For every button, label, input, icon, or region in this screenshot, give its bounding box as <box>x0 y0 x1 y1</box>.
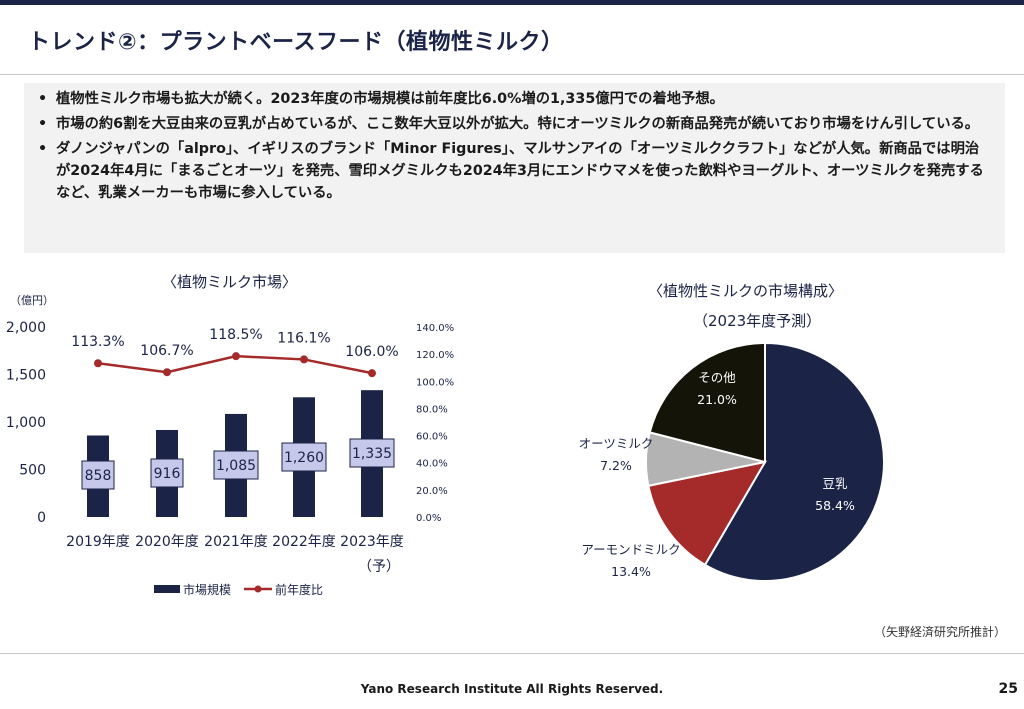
legend-bar-swatch <box>154 585 180 593</box>
y2-tick-label: 60.0% <box>416 432 448 443</box>
bar-label-box <box>81 460 115 490</box>
ratio-point <box>368 369 376 378</box>
legend-line-marker <box>254 585 262 593</box>
ratio-label: 106.0% <box>345 344 398 360</box>
x-tick-label: 2020年度 <box>135 534 199 550</box>
bar-value-label: 1,260 <box>284 450 324 466</box>
y-tick-label: 1,000 <box>6 415 46 431</box>
bar-label-box <box>281 442 327 472</box>
bar-value-label: 1,085 <box>216 458 256 474</box>
y-tick-label: 1,500 <box>6 368 46 384</box>
bar-label-box <box>349 438 395 468</box>
pie-slice-value: 21.0% <box>697 392 737 407</box>
footer-copyright: Yano Research Institute All Rights Reser… <box>360 682 664 696</box>
bar-value-label: 1,335 <box>352 446 392 462</box>
y2-tick-label: 20.0% <box>416 486 448 497</box>
y2-tick-label: 80.0% <box>416 404 448 415</box>
bar-chart-ylabel: （億円） <box>10 294 54 307</box>
ratio-label: 106.7% <box>140 343 193 359</box>
bar-chart-category-note: （予） <box>358 559 400 575</box>
y-tick-label: 0 <box>37 510 46 526</box>
ratio-label: 118.5% <box>209 327 262 343</box>
pie-chart: 豆乳 58.4% アーモンドミルク 13.4% オーツミルク 7.2% その他 21.0% <box>579 341 885 582</box>
legend-line-label: 前年度比 <box>275 582 323 597</box>
y2-tick-label: 140.0% <box>416 323 454 334</box>
pie-slice-label: その他 <box>698 370 736 385</box>
pie-slice-1 <box>647 460 767 567</box>
bar-value-label: 858 <box>85 468 112 484</box>
ratio-label: 113.3% <box>71 334 124 350</box>
ratio-point <box>163 368 171 377</box>
y2-tick-label: 100.0% <box>416 377 454 388</box>
title-divider <box>0 74 1024 75</box>
ratio-point <box>300 355 308 364</box>
bar-label-box <box>150 458 184 488</box>
bar-value-label: 916 <box>154 466 181 482</box>
y2-tick-label: 40.0% <box>416 459 448 470</box>
pie-slice-value: 7.2% <box>600 458 632 473</box>
bar-label-box <box>213 450 259 480</box>
pie-slice-label: オーツミルク <box>579 436 654 451</box>
x-tick-label: 2022年度 <box>272 534 336 550</box>
pie-slice-value: 58.4% <box>815 498 855 513</box>
summary-bullet-1: 植物性ミルク市場も拡大が続く。2023年度の市場規模は前年度比6.0%増の1,3… <box>36 88 991 110</box>
summary-bullet-3: ダノンジャパンの「alpro」、イギリスのブランド「Minor Figures」… <box>36 138 991 204</box>
page-number: 25 <box>998 681 1018 697</box>
pie-chart-title: 〈植物性ミルクの市場構成〉 <box>648 282 844 300</box>
ratio-point <box>94 359 102 368</box>
page-title: トレンド②：プラントベースフード（植物性ミルク） <box>28 30 564 55</box>
top-accent-bar <box>0 0 1024 5</box>
pie-slice-value: 13.4% <box>611 564 651 579</box>
legend-bar-label: 市場規模 <box>183 582 231 597</box>
ratio-label: 116.1% <box>277 330 330 346</box>
x-tick-label: 2019年度 <box>66 534 130 550</box>
y-tick-label: 500 <box>19 463 46 479</box>
pie-slice-label: 豆乳 <box>822 476 847 491</box>
x-tick-label: 2023年度 <box>340 534 404 550</box>
source-note: （矢野経済研究所推計） <box>873 625 1006 639</box>
x-tick-label: 2021年度 <box>204 534 268 550</box>
pie-slice-3 <box>648 341 766 464</box>
pie-slice-0 <box>703 341 885 582</box>
y2-tick-label: 0.0% <box>416 513 441 524</box>
y2-tick-label: 120.0% <box>416 350 454 361</box>
summary-bullet-2: 市場の約6割を大豆由来の豆乳が占めているが、ここ数年大豆以外が拡大。特にオーツミ… <box>36 113 991 135</box>
bar-line-chart: 0 500 1,000 1,500 2,000 0.0% 20.0% 40.0% 60.0% 80… <box>6 320 454 597</box>
y-tick-label: 2,000 <box>6 320 46 336</box>
pie-chart-subtitle: （2023年度予測） <box>693 312 822 330</box>
pie-slice-label: アーモンドミルク <box>581 542 680 557</box>
bar-chart-title: 〈植物ミルク市場〉 <box>162 273 298 291</box>
summary-list: 植物性ミルク市場も拡大が続く。2023年度の市場規模は前年度比6.0%増の1,3… <box>36 88 991 204</box>
ratio-point <box>232 352 240 361</box>
footer-divider <box>0 653 1024 654</box>
summary-box: 植物性ミルク市場も拡大が続く。2023年度の市場規模は前年度比6.0%増の1,3… <box>24 83 1005 253</box>
